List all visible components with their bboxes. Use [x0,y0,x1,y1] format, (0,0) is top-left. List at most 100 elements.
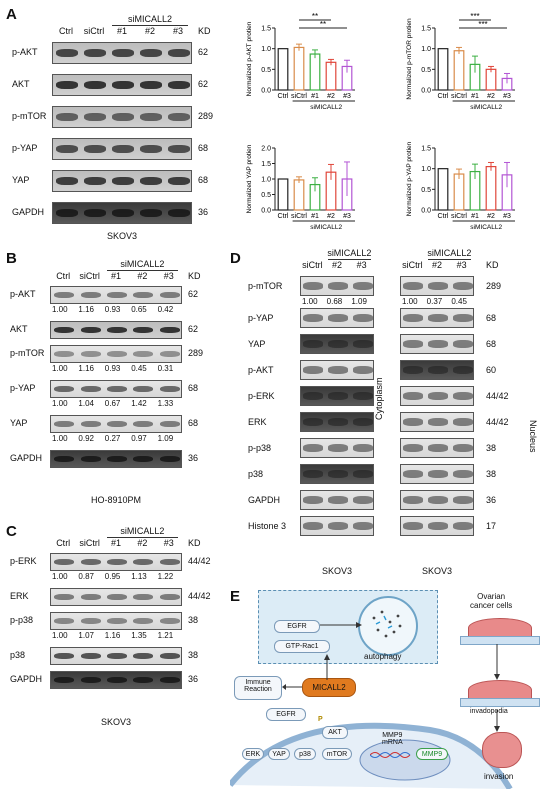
blot-band [80,350,101,358]
band-value: 0.67 [104,399,121,408]
kd-value: 36 [486,495,497,505]
band-value: 1.07 [78,631,94,640]
blot-band [80,291,101,299]
band-value: 0.92 [78,434,94,443]
kd-value: 289 [188,348,204,358]
row-label: GAPDH [12,207,45,217]
group-line [112,25,188,26]
band-value: 1.00 [52,305,68,314]
blot-band [328,340,348,348]
band-value: 0.65 [131,305,147,314]
blot-strip [300,516,374,536]
blot-band [159,326,180,334]
blot-band [428,282,448,290]
y-tick-label: 0.5 [421,187,431,194]
blot-band [159,291,180,299]
lane-header: #2 [137,271,148,281]
blot-band [159,455,180,463]
blot-band [54,558,75,566]
blot-strip [50,321,182,339]
y-tick-label: 1.5 [421,146,431,153]
band-value: 0.42 [157,305,174,314]
blot-band [133,420,154,428]
blot-band [428,314,448,322]
group-label: siMICALL2 [310,104,342,111]
x-tick-label: #3 [503,213,511,220]
x-tick-label: #3 [503,93,511,100]
mmp9-mrna-label: MMP9 mRNA [382,732,403,746]
row-label: p-ERK [248,391,275,401]
blot-strip [50,415,182,433]
blot-band [328,470,348,478]
blot-band [168,209,190,217]
autophagy-icon [358,596,418,656]
kd-value: 38 [486,469,497,479]
blot-band [159,593,180,601]
blot-band [328,314,348,322]
blot-band [303,314,324,322]
band-value: 1.22 [157,572,174,581]
blot-band [54,385,75,393]
blot-band [133,676,154,684]
x-tick-label: #1 [471,93,479,100]
kd-value: 36 [188,674,199,684]
blot-band [403,340,424,348]
significance-marker: ** [312,12,318,21]
band-value: 1.00 [52,572,68,581]
blot-band [54,420,75,428]
blot-band [140,177,162,185]
kd-value: 36 [188,453,199,463]
band-value: 0.31 [157,364,174,373]
row-label: p-AKT [12,47,38,57]
blot-band [403,444,424,452]
blot-band [428,418,448,426]
band-value: 1.13 [131,572,147,581]
blot-band [352,496,373,504]
band-value: 1.00 [302,297,318,306]
blot-band [428,470,448,478]
lane-header: siCtrl [83,26,105,36]
arrow-cells-2 [494,710,500,732]
band-value: 0.93 [104,305,121,314]
blot-strip [50,380,182,398]
band-value: 0.68 [326,297,343,306]
band-value: 1.00 [52,399,68,408]
blot-band [452,470,473,478]
kd-value: 289 [198,111,214,121]
arrow-to-immune [282,684,302,690]
blot-band [328,522,348,530]
kd-header: KD [188,538,201,548]
blot-band [352,522,373,530]
bar-Ctrl [437,48,449,91]
kd-value: 62 [198,79,209,89]
cell-line-label: SKOV3 [321,566,352,576]
blot-band [80,455,101,463]
blot-strip [400,464,474,484]
band-value: 0.45 [451,297,467,306]
x-tick-label: #2 [487,93,495,100]
blot-band [56,209,78,217]
blot-band [403,392,424,400]
y-tick-label: 0.0 [261,88,271,95]
lane-header: #1 [110,271,121,281]
blot-band [106,676,128,684]
row-label: ERK [10,591,29,601]
blot-band [428,366,448,374]
band-value: 1.16 [104,631,121,640]
blot-strip [52,74,192,96]
x-tick-label: siCtrl [451,213,467,220]
blot-band [303,444,324,452]
autophagy-label: autophagy [364,652,402,661]
band-value: 0.45 [131,364,147,373]
blot-band [303,470,324,478]
group-line [106,537,178,538]
kd-value: 44/42 [486,391,509,401]
y-tick-label: 2.0 [261,146,271,153]
blot-band [328,418,348,426]
blot-band [106,593,128,601]
kd-value: 62 [198,47,209,57]
invadopodia-cell-icon [468,680,532,700]
group-label: siMICALL2 [120,259,165,269]
bar-siCtrl [453,50,465,91]
blot-band [352,366,373,374]
